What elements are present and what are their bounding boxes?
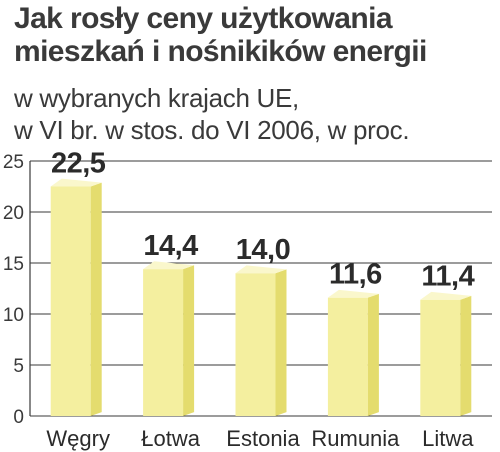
data-label: 22,5	[51, 148, 106, 180]
data-label: 14,0	[236, 234, 290, 266]
bar-side	[183, 265, 195, 416]
x-tick-label: Estonia	[226, 426, 300, 451]
y-tick-label: 5	[13, 356, 24, 377]
bar-top	[327, 289, 379, 298]
title-line-2: mieszkań i nośnikików energii	[14, 35, 427, 68]
x-tick-label: Łotwa	[141, 426, 200, 451]
bar-front	[327, 297, 368, 416]
data-label: 11,6	[329, 259, 382, 291]
subtitle-line-2: w VI br. w stos. do VI 2006, w proc.	[14, 115, 410, 145]
bar-top	[235, 265, 287, 274]
y-tick-label: 15	[3, 254, 24, 275]
title-line-1: Jak rosły ceny użytkowania	[14, 2, 393, 35]
chart-title: Jak rosły ceny użytkowania mieszkań i no…	[14, 2, 494, 68]
bar-side	[90, 182, 102, 416]
y-tick-label: 10	[3, 305, 24, 326]
bar-front	[50, 186, 91, 416]
bar-top	[420, 291, 472, 300]
bar-top	[50, 178, 102, 187]
bar-front	[420, 299, 461, 416]
subtitle-line-1: w wybranych krajach UE,	[14, 83, 299, 113]
bar-side	[367, 293, 379, 416]
bar-side	[275, 269, 287, 416]
data-label: 11,4	[421, 261, 474, 293]
y-tick-label: 25	[3, 152, 24, 173]
bar-front	[143, 269, 184, 416]
x-tick-label: Litwa	[422, 426, 474, 451]
x-tick-label: Węgry	[46, 426, 110, 451]
bar-front	[235, 273, 276, 416]
data-label: 14,4	[143, 230, 198, 262]
chart-subtitle: w wybranych krajach UE, w VI br. w stos.…	[14, 82, 494, 146]
bar-top	[143, 261, 195, 270]
y-tick-label: 20	[3, 203, 24, 224]
x-tick-label: Rumunia	[311, 426, 400, 451]
bar-side	[460, 295, 472, 416]
y-tick-label: 0	[13, 407, 24, 428]
